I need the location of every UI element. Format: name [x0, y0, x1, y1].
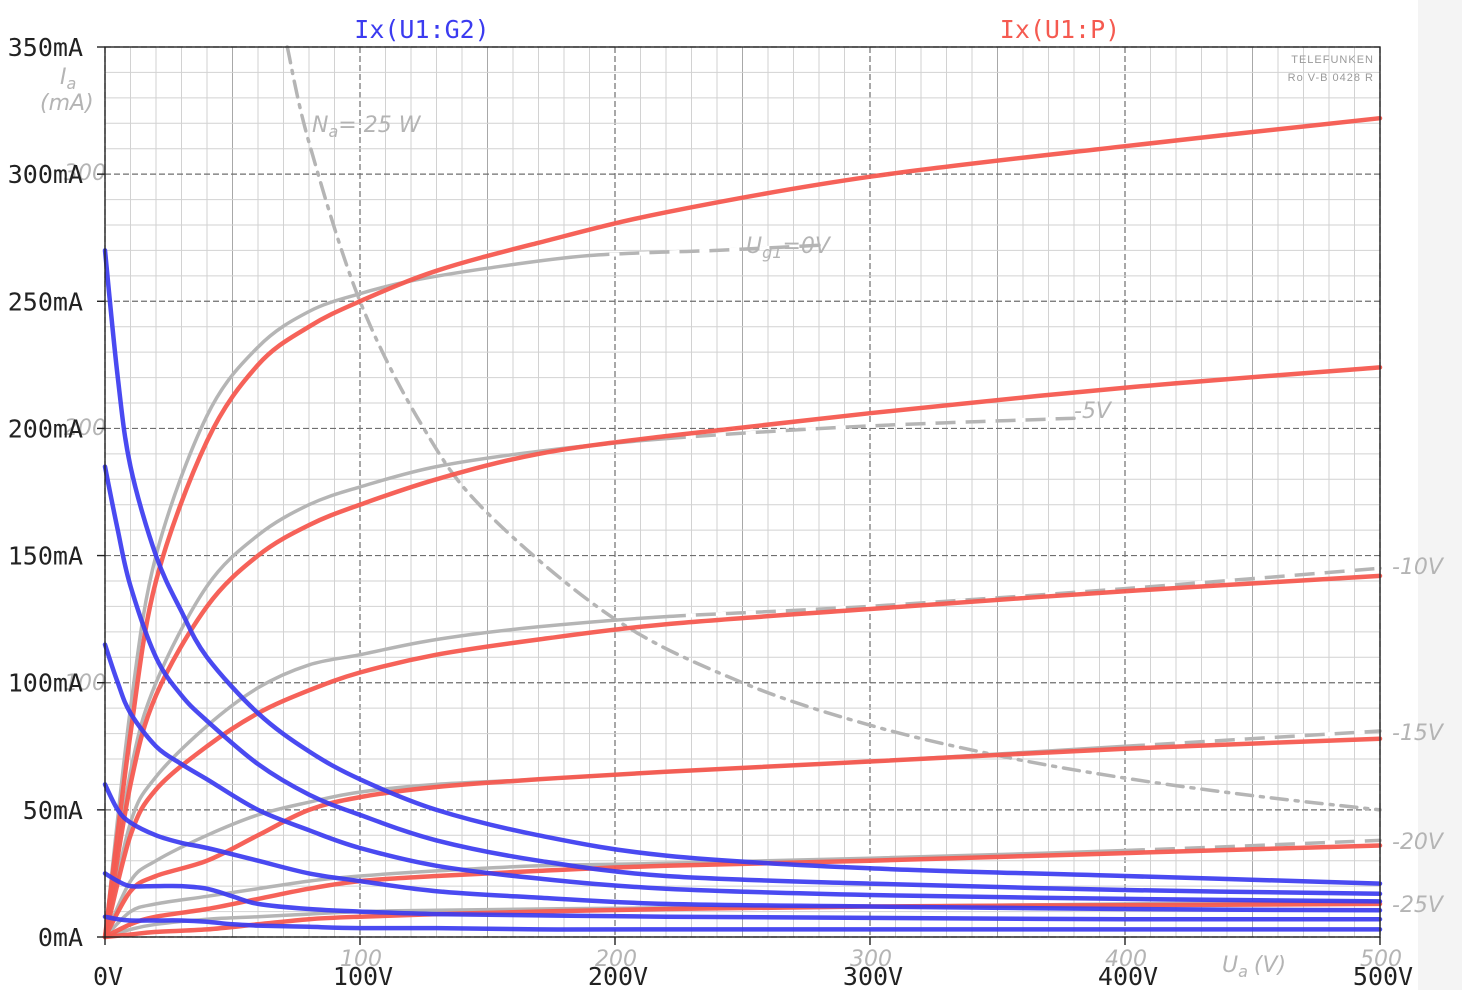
sheet-id-label: Ro V-B 0428 R [1288, 72, 1374, 84]
plate-current-curve [102, 573, 1383, 940]
curve-label-minus25: -25V [1392, 893, 1445, 918]
scanned-curve-dash-gap [1124, 838, 1381, 853]
curve-label-minus15: -15V [1392, 721, 1445, 746]
y-tick-label: 50mA [23, 796, 83, 825]
x-tick-label: 0V [93, 962, 123, 990]
x-tick-label: 400V [1098, 962, 1158, 990]
plate-current-curve [102, 843, 1383, 940]
y-tick-label: 0mA [38, 923, 83, 952]
y-tick-label: 100mA [8, 669, 83, 698]
x-tick-label: 100V [333, 962, 393, 990]
scanned-curve-dash-gap [665, 416, 1075, 441]
x-tick-label: 200V [588, 962, 648, 990]
ua-axis-label: Ua (V) [1222, 953, 1286, 981]
faint-x-100: 100 [340, 947, 382, 972]
scanned-curve-dash-gap [589, 243, 820, 258]
ia-axis-label: Ia [60, 65, 76, 93]
legend-g2-label: Ix(U1:G2) [354, 15, 489, 44]
curve-label-minus10: -10V [1392, 555, 1445, 580]
y-tick-label: 250mA [8, 287, 83, 316]
x-tick-label: 500V [1353, 962, 1413, 990]
faint-x-500: 500 [1360, 947, 1402, 972]
y-tick-label: 150mA [8, 542, 83, 571]
window-edge [1418, 0, 1462, 990]
legend: Ix(U1:G2) Ix(U1:P) [354, 15, 1120, 44]
legend-plate-label: Ix(U1:P) [1000, 15, 1120, 44]
faint-y-100: 100 [64, 671, 106, 696]
y-tick-label: 350mA [8, 33, 83, 62]
curve-label-minus5: -5V [1074, 399, 1113, 424]
ia-unit-label: (mA) [40, 91, 94, 116]
screen-current-curve [102, 464, 1383, 897]
plate-current-curve [102, 115, 1383, 940]
screen-current-curve [102, 248, 1383, 886]
plate-current-curve [102, 736, 1383, 940]
power-hyperbola-curve [285, 45, 1382, 812]
grid [104, 46, 1381, 938]
faint-x-200: 200 [595, 947, 637, 972]
axes: 0mA 50mA 100mA 150mA 200mA 250mA 300mA 350mA 0V 1… [8, 33, 1413, 990]
faint-x-300: 300 [850, 947, 892, 972]
y-tick-label: 200mA [8, 414, 83, 443]
manufacturer-label: TELEFUNKEN [1291, 54, 1374, 66]
plot-frame [104, 46, 1381, 938]
screen-current-curve [102, 782, 1383, 913]
plate-current-curve [102, 365, 1383, 940]
scanned-curve [103, 416, 1076, 939]
screen-current-curve [102, 642, 1383, 904]
faint-x-400: 400 [1105, 947, 1147, 972]
screen-current-curve [102, 914, 1383, 932]
curve-label-minus20: -20V [1392, 830, 1445, 855]
simulated-series [102, 115, 1383, 940]
scanned-curve-dash-gap [1124, 729, 1381, 749]
screen-current-curve [102, 871, 1383, 922]
y-tick-label: 300mA [8, 160, 83, 189]
na-label: Na= 25 W [312, 113, 422, 141]
ug1-label: Ug1=0V [746, 234, 832, 262]
x-tick-label: 300V [843, 962, 903, 990]
